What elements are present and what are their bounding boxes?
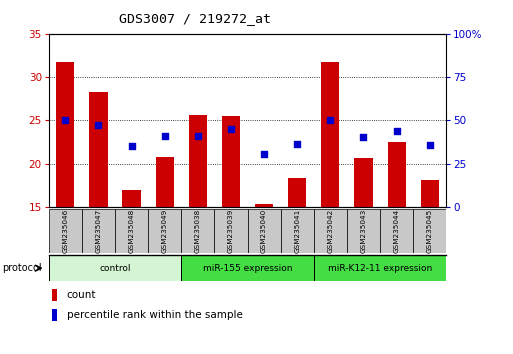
Bar <box>115 209 148 253</box>
Text: GDS3007 / 219272_at: GDS3007 / 219272_at <box>119 12 271 25</box>
Bar <box>56 62 74 207</box>
Point <box>161 133 169 139</box>
Text: percentile rank within the sample: percentile rank within the sample <box>67 310 243 320</box>
Bar <box>181 255 314 281</box>
Text: control: control <box>99 264 131 273</box>
Point <box>360 134 368 140</box>
Text: GSM235044: GSM235044 <box>393 209 400 253</box>
Point <box>426 142 434 148</box>
Bar <box>123 190 141 207</box>
Bar <box>49 255 181 281</box>
Text: GSM235047: GSM235047 <box>95 209 102 253</box>
Bar <box>49 209 82 253</box>
Point <box>127 144 135 149</box>
Bar <box>89 92 108 207</box>
Text: GSM235041: GSM235041 <box>294 209 300 253</box>
Text: GSM235045: GSM235045 <box>427 209 433 253</box>
Bar <box>380 209 413 253</box>
Bar <box>314 255 446 281</box>
Text: GSM235040: GSM235040 <box>261 209 267 253</box>
Bar <box>181 209 214 253</box>
Point <box>326 118 334 123</box>
Bar <box>255 204 273 207</box>
Bar <box>82 209 115 253</box>
Text: miR-K12-11 expression: miR-K12-11 expression <box>328 264 432 273</box>
Bar <box>222 116 240 207</box>
Point <box>194 133 202 139</box>
Bar <box>413 209 446 253</box>
Text: count: count <box>67 290 96 300</box>
Bar <box>387 142 406 207</box>
Bar <box>347 209 380 253</box>
Text: miR-155 expression: miR-155 expression <box>203 264 292 273</box>
Bar <box>288 178 306 207</box>
Point <box>293 141 301 147</box>
Point <box>260 152 268 157</box>
Point <box>392 128 401 133</box>
Point <box>227 126 235 132</box>
Bar <box>189 115 207 207</box>
Text: GSM235048: GSM235048 <box>129 209 134 253</box>
Text: protocol: protocol <box>3 263 42 273</box>
Point <box>94 122 103 127</box>
Bar <box>247 209 281 253</box>
Text: GSM235042: GSM235042 <box>327 209 333 253</box>
Bar <box>421 180 439 207</box>
Text: GSM235038: GSM235038 <box>195 209 201 253</box>
Text: GSM235043: GSM235043 <box>361 209 366 253</box>
Text: GSM235046: GSM235046 <box>62 209 68 253</box>
Bar <box>155 157 174 207</box>
Text: GSM235039: GSM235039 <box>228 209 234 253</box>
Bar <box>321 62 340 207</box>
Point <box>61 118 69 123</box>
Bar <box>314 209 347 253</box>
Bar <box>214 209 247 253</box>
Bar <box>281 209 314 253</box>
Bar <box>51 289 56 301</box>
Bar <box>354 158 372 207</box>
Text: GSM235049: GSM235049 <box>162 209 168 253</box>
Bar <box>51 309 56 321</box>
Bar <box>148 209 181 253</box>
